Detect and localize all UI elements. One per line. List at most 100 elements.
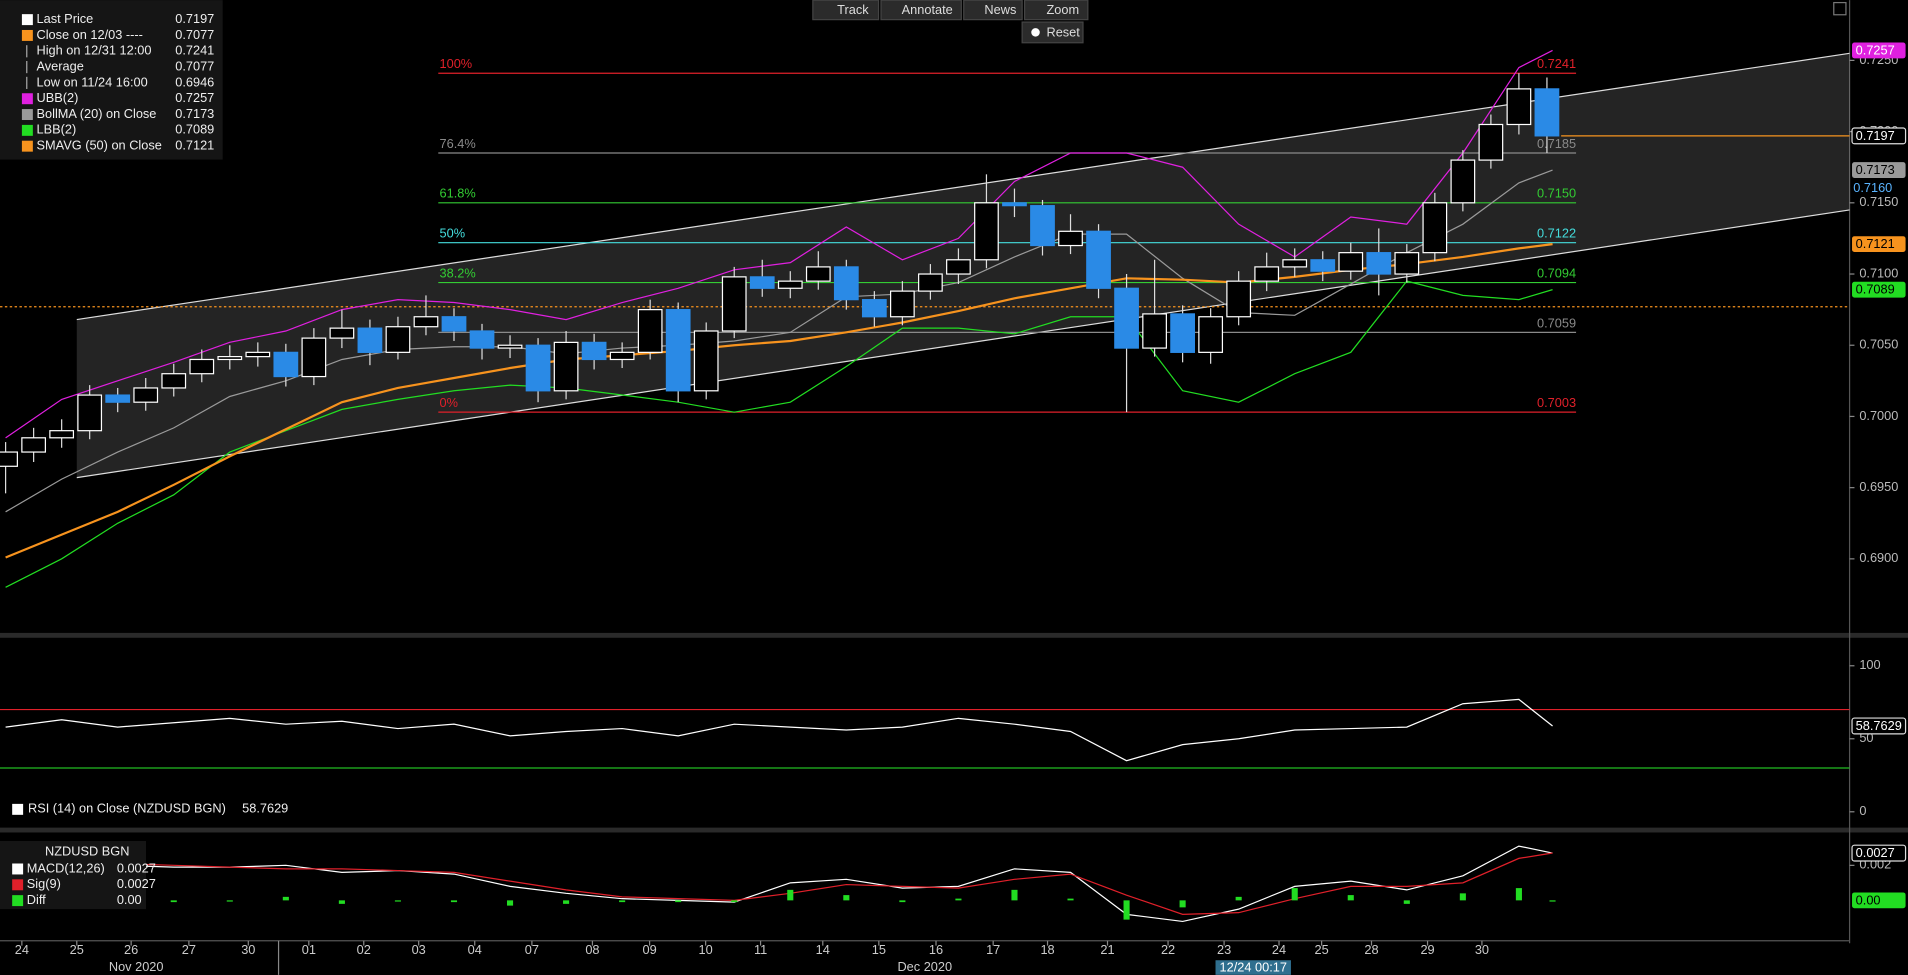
smavg-badge-bg <box>1852 236 1906 253</box>
x-tick-label: 04 <box>468 942 482 957</box>
diff-bar <box>675 900 682 903</box>
x-tick-label: 11 <box>754 942 767 957</box>
y-tick-label: 0.6900 <box>1859 550 1898 565</box>
legend-swatch <box>21 109 33 121</box>
fib-label: 61.8% <box>440 186 476 201</box>
candle-body <box>1226 280 1252 318</box>
diff-badge-bg <box>1852 892 1906 909</box>
diff-bar <box>955 898 962 901</box>
y-tick-label: 0.7150 <box>1859 194 1898 209</box>
toolbar: Track Annotate News Zoom Reset <box>812 0 1089 44</box>
legend-name: RSI (14) on Close (NZDUSD BGN) <box>28 801 226 816</box>
macd-badge: 0.0027 <box>1856 845 1895 860</box>
diff-bar <box>1549 900 1556 902</box>
x-tick-label: 25 <box>1315 942 1329 957</box>
panel-divider <box>0 827 1908 833</box>
candle-body <box>974 202 999 261</box>
x-tick-label: 07 <box>525 942 539 957</box>
y-tick-label: 0.7000 <box>1859 408 1898 423</box>
x-tick-label: 01 <box>302 942 316 957</box>
candle-body <box>693 330 719 392</box>
diff-bar <box>619 900 626 903</box>
candle-body <box>1002 202 1027 207</box>
legend-name: Low on 11/24 16:00 <box>37 74 148 89</box>
annotate-button[interactable] <box>880 0 962 21</box>
reset-icon <box>1031 28 1040 37</box>
fib-value-label: 0.7094 <box>1537 265 1576 280</box>
y-tick-label: 0.7050 <box>1859 337 1898 352</box>
candle-body <box>525 344 551 392</box>
legend-box <box>0 0 223 160</box>
fib-label: 100% <box>440 56 473 71</box>
candle-body <box>497 344 523 349</box>
legend-swatch <box>21 14 33 26</box>
candle-body <box>301 337 327 378</box>
ubb-badge-bg <box>1852 42 1906 59</box>
legend-swatch <box>21 124 33 136</box>
candle-body <box>1058 230 1083 247</box>
month-label: Nov 2020 <box>109 959 164 974</box>
bollma-badge-bg <box>1852 162 1906 178</box>
legend-swatch <box>12 895 24 907</box>
candle-body <box>553 341 579 392</box>
diff-bar <box>1515 888 1522 901</box>
x-tick-label: 24 <box>15 942 29 957</box>
fib-label: 50% <box>440 226 466 241</box>
x-tick-label: 18 <box>1040 942 1054 957</box>
diff-bar <box>450 900 458 903</box>
candle-body <box>861 299 887 318</box>
legend-value: 0.7077 <box>175 58 214 73</box>
candle-body <box>665 309 691 392</box>
legend-swatch <box>12 803 24 815</box>
diff-bar <box>1123 900 1130 920</box>
fib-label: 76.4% <box>440 136 476 151</box>
legend-swatch <box>21 29 33 41</box>
news-button[interactable] <box>963 0 1023 21</box>
candle-body <box>49 430 75 439</box>
indicator-line <box>5 698 1553 762</box>
maximize-button[interactable] <box>1833 1 1847 16</box>
candle-body <box>189 358 215 375</box>
fib-label: 0% <box>440 395 458 410</box>
track-label: Track <box>837 2 869 17</box>
candle-body <box>1086 230 1111 289</box>
fib-value-label: 0.7122 <box>1537 226 1576 241</box>
candle-body <box>1142 313 1167 349</box>
fib-label: 38.2% <box>440 265 476 280</box>
reset-button[interactable] <box>1021 21 1084 44</box>
x-tick-label: 27 <box>182 942 196 957</box>
candle-body <box>1170 313 1195 353</box>
indicator-line <box>5 169 1553 513</box>
diff-badge: 0.00 <box>1856 892 1881 907</box>
candle-body <box>609 351 635 361</box>
candle-body <box>889 290 915 318</box>
x-tick-label: 10 <box>699 942 713 957</box>
candle-body <box>946 259 971 275</box>
candle-body <box>469 330 495 349</box>
legend-value: 0.0027 <box>117 876 156 891</box>
candle-body <box>217 356 243 361</box>
candle-body <box>105 394 131 403</box>
candle-body <box>918 273 943 292</box>
x-tick-label: 02 <box>357 942 371 957</box>
zoom-button[interactable] <box>1023 0 1089 21</box>
ubb-badge: 0.7257 <box>1856 42 1895 57</box>
candle-body <box>1366 252 1392 275</box>
track-button[interactable] <box>812 0 880 21</box>
candle-body <box>77 394 103 432</box>
fib-value-label: 0.7003 <box>1537 395 1576 410</box>
x-tick-label: 22 <box>1161 942 1175 957</box>
legend-name: BollMA (20) on Close <box>37 106 157 121</box>
fib-value-label: 0.7059 <box>1537 315 1576 330</box>
legend-value: 0.7077 <box>175 27 214 42</box>
candle-body <box>581 341 607 361</box>
y-tick-label: 0.7100 <box>1859 265 1898 280</box>
legend-value: 0.00 <box>117 892 142 907</box>
legend-swatch <box>21 93 33 105</box>
candle-body <box>1450 159 1476 204</box>
last-price-badge: 0.7197 <box>1856 128 1895 143</box>
diff-bar <box>1235 896 1242 901</box>
last-price-badge-bg <box>1851 127 1907 145</box>
legend-swatch <box>12 879 24 891</box>
